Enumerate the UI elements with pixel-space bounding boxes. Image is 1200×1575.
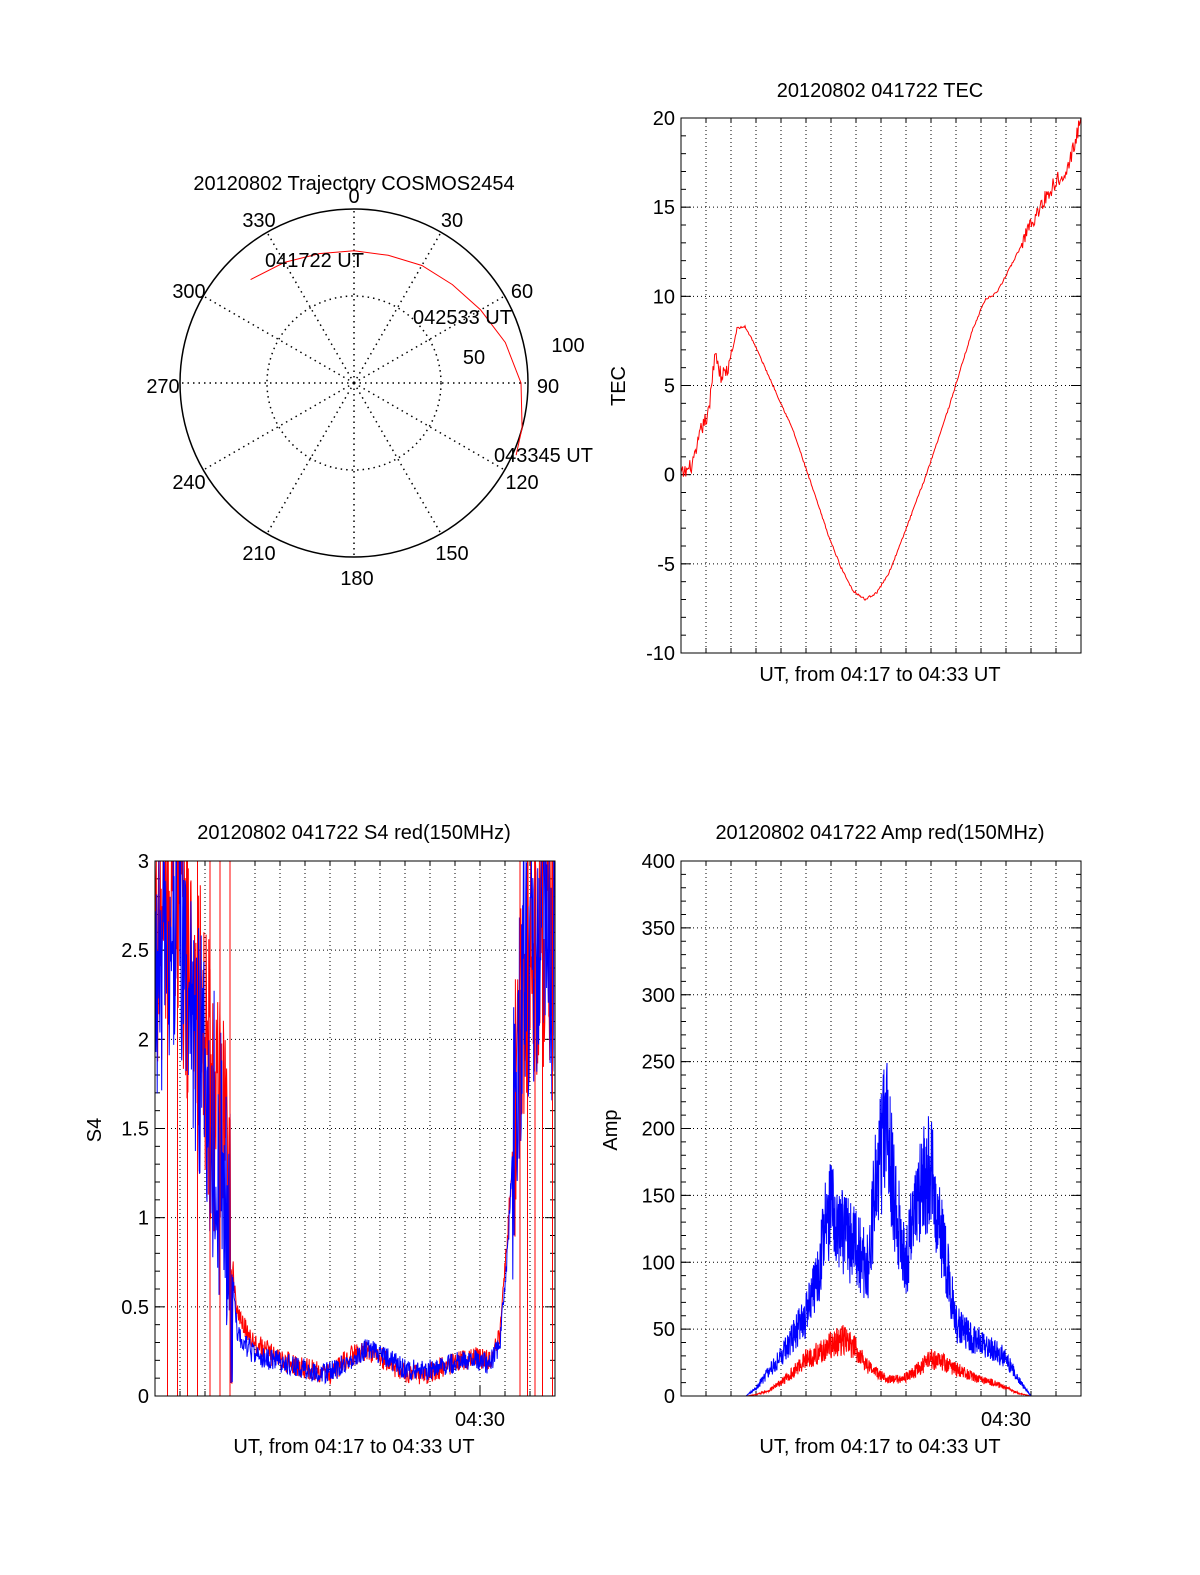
y-tick-label: 5 [664, 376, 675, 398]
trajectory-time-label: 042533 UT [413, 307, 512, 329]
y-tick-label: 100 [642, 1252, 675, 1274]
y-tick-label: 20 [653, 108, 675, 130]
y-tick-label: 1.5 [121, 1119, 149, 1141]
tec-xlabel: UT, from 04:17 to 04:33 UT [759, 664, 1000, 686]
trajectory-time-label: 041722 UT [265, 250, 364, 272]
polar-spoke [353, 231, 442, 384]
y-tick-label: 3 [138, 851, 149, 873]
x-tick-label: 04:30 [981, 1409, 1031, 1431]
amp-chart: 20120802 041722 Amp red(150MHz) UT, from… [600, 822, 1082, 1458]
y-tick-label: 2.5 [121, 940, 149, 962]
angle-label: 0 [348, 186, 359, 208]
s4-title: 20120802 041722 S4 red(150MHz) [197, 822, 511, 844]
polar-spoke [266, 231, 355, 384]
y-tick-label: 200 [642, 1119, 675, 1141]
y-tick-label: 1 [138, 1208, 149, 1230]
radius-label: 100 [551, 335, 584, 357]
trajectory-line [250, 250, 523, 456]
y-tick-label: 2 [138, 1029, 149, 1051]
y-tick-label: 0 [138, 1386, 149, 1408]
y-tick-label: -5 [657, 554, 675, 576]
polar-spoke [353, 295, 506, 384]
radius-label: 50 [463, 347, 485, 369]
amp-title: 20120802 041722 Amp red(150MHz) [715, 822, 1044, 844]
y-tick-label: 0.5 [121, 1297, 149, 1319]
angle-label: 150 [435, 543, 468, 565]
series-line-blue [154, 860, 556, 1385]
plot-frame [680, 117, 1082, 654]
polar-grid-circle [266, 295, 442, 471]
y-tick-label: 0 [664, 465, 675, 487]
angle-label: 90 [537, 376, 559, 398]
amp-xlabel: UT, from 04:17 to 04:33 UT [759, 1436, 1000, 1458]
amp-ylabel: Amp [600, 1109, 622, 1150]
angle-label: 30 [441, 210, 463, 232]
polar-spoke [353, 382, 506, 471]
y-tick-label: 15 [653, 197, 675, 219]
polar-spoke [353, 382, 442, 535]
y-tick-label: 350 [642, 918, 675, 940]
y-tick-label: 10 [653, 286, 675, 308]
polar-spoke [202, 295, 355, 384]
tec-chart: 20120802 041722 TEC UT, from 04:17 to 04… [608, 80, 1082, 686]
y-tick-label: 250 [642, 1052, 675, 1074]
plot-frame [154, 860, 556, 1397]
tec-ylabel: TEC [608, 366, 630, 406]
angle-label: 330 [242, 210, 275, 232]
y-tick-label: 150 [642, 1185, 675, 1207]
angle-label: 300 [172, 281, 205, 303]
s4-chart: 20120802 041722 S4 red(150MHz) UT, from … [84, 822, 556, 1458]
angle-label: 270 [146, 376, 179, 398]
angle-label: 120 [505, 472, 538, 494]
y-tick-label: 0 [664, 1386, 675, 1408]
series-line-red [680, 117, 1082, 601]
s4-ylabel: S4 [84, 1118, 106, 1142]
polar-spoke [266, 382, 355, 535]
y-tick-label: 400 [642, 851, 675, 873]
series-line-blue [681, 1062, 1081, 1397]
trajectory-title: 20120802 Trajectory COSMOS2454 [193, 173, 514, 195]
tec-title: 20120802 041722 TEC [777, 80, 983, 102]
polar-outer-circle [179, 208, 529, 558]
trajectory-polar-chart: 20120802 Trajectory COSMOS2454 0 30 60 90 12… [146, 173, 593, 590]
y-tick-label: -10 [646, 643, 675, 665]
angle-label: 240 [172, 472, 205, 494]
polar-spoke [202, 382, 355, 471]
y-tick-label: 300 [642, 985, 675, 1007]
angle-label: 210 [242, 543, 275, 565]
series-line-red [154, 860, 556, 1385]
plot-frame [680, 860, 1082, 1397]
angle-label: 180 [340, 568, 373, 590]
y-tick-label: 50 [653, 1319, 675, 1341]
trajectory-time-label: 043345 UT [494, 445, 593, 467]
x-tick-label: 04:30 [455, 1409, 505, 1431]
s4-xlabel: UT, from 04:17 to 04:33 UT [233, 1436, 474, 1458]
angle-label: 60 [511, 281, 533, 303]
